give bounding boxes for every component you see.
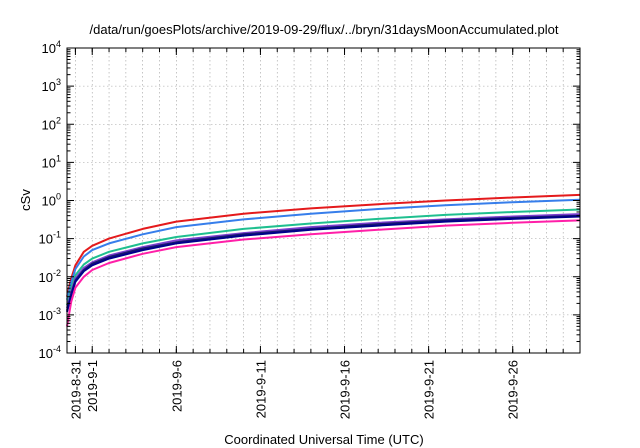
x-tick-label: 2019-8-31 <box>68 360 83 419</box>
y-axis: 10-4 10-3 10-2 10-1 100 101 102 103 104 <box>39 39 580 361</box>
y-tick-label: 10-4 <box>39 344 61 361</box>
y-tick-label: 10-3 <box>39 306 61 323</box>
series-line-4 <box>66 213 581 309</box>
series-line-1 <box>66 193 581 297</box>
y-tick-label: 101 <box>42 153 61 170</box>
series-line-3 <box>66 208 581 306</box>
y-tick-label: 10-1 <box>39 230 61 247</box>
grid <box>67 48 581 353</box>
x-axis: 2019-8-31 2019-9-1 2019-9-6 2019-9-11 2019-9… <box>68 48 581 419</box>
y-axis-label: cSv <box>18 189 33 211</box>
x-tick-label: 2019-9-26 <box>506 360 521 419</box>
x-tick-label: 2019-9-16 <box>338 360 353 419</box>
y-tick-label: 10-2 <box>39 268 61 285</box>
series-line-2 <box>66 198 581 300</box>
x-tick-label: 2019-9-6 <box>169 360 184 412</box>
x-tick-label: 2019-9-1 <box>85 360 100 412</box>
x-tick-label: 2019-9-11 <box>253 360 268 418</box>
chart-title: /data/run/goesPlots/archive/2019-09-29/f… <box>90 22 559 37</box>
y-tick-label: 102 <box>42 115 61 132</box>
series-lines <box>66 193 581 327</box>
y-tick-label: 100 <box>42 192 61 209</box>
x-axis-label: Coordinated Universal Time (UTC) <box>224 432 423 447</box>
x-tick-label: 2019-9-21 <box>422 360 437 419</box>
y-tick-label: 103 <box>42 77 61 94</box>
y-tick-label: 104 <box>42 39 61 56</box>
series-line-7 <box>66 219 581 327</box>
series-line-6 <box>66 215 581 313</box>
